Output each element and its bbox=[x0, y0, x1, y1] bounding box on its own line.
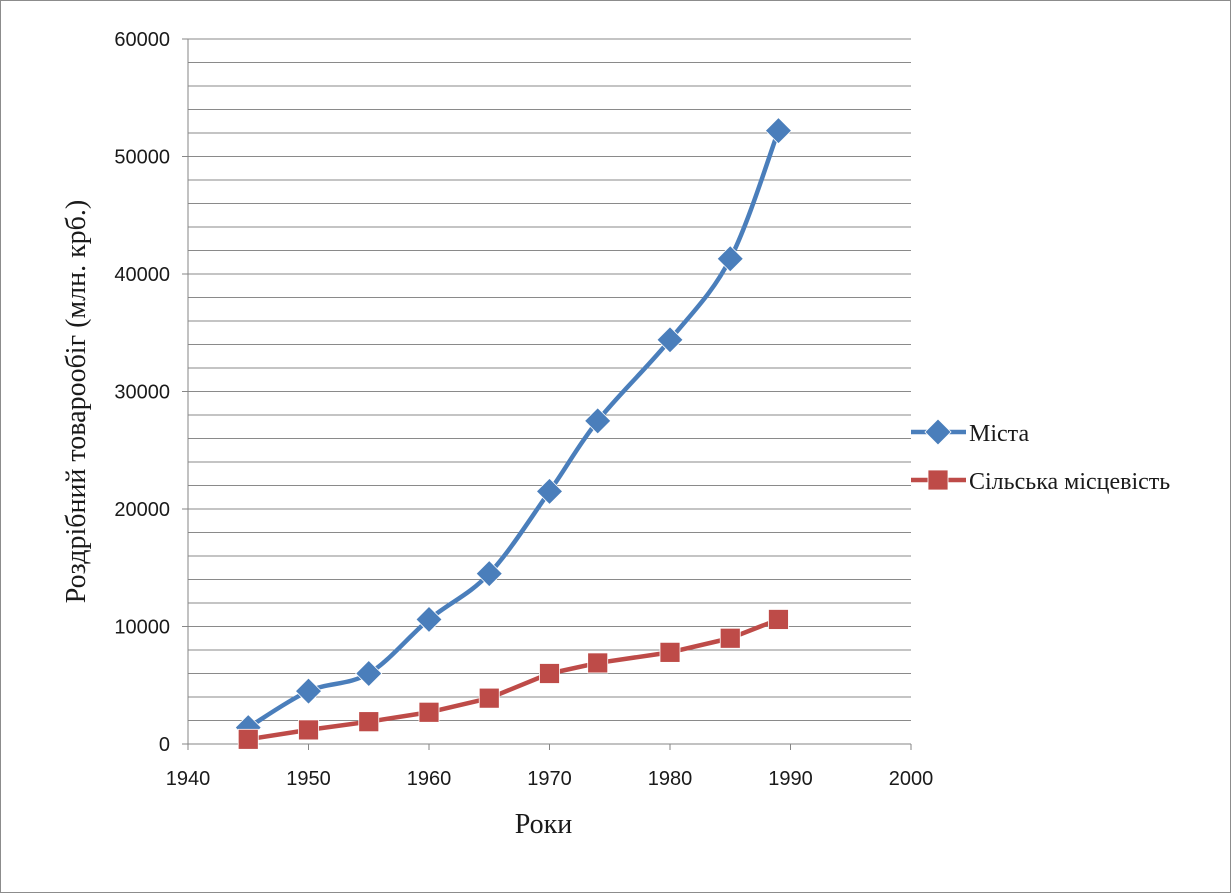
data-point bbox=[475, 560, 503, 588]
series-line bbox=[246, 617, 781, 742]
legend-label: Міста bbox=[969, 421, 1029, 447]
y-tick-label: 40000 bbox=[114, 264, 170, 286]
x-tick-label: 2000 bbox=[889, 768, 934, 790]
legend-item: Міста bbox=[911, 418, 1029, 447]
data-point bbox=[535, 477, 564, 505]
x-tick-label: 1950 bbox=[286, 768, 331, 790]
y-tick-label: 0 bbox=[159, 734, 170, 756]
legend-label: Сільська місцевість bbox=[969, 469, 1170, 495]
data-point bbox=[764, 117, 793, 145]
y-tick-label: 20000 bbox=[114, 499, 170, 521]
grid-lines bbox=[188, 38, 911, 721]
y-axis-title: Роздрібний товарообіг (млн. крб.) bbox=[61, 200, 92, 603]
legend-item: Сільська місцевість bbox=[911, 469, 1170, 495]
axes bbox=[182, 38, 912, 750]
legend: Міста Сільська місцевість bbox=[911, 418, 1170, 495]
data-point bbox=[355, 659, 383, 688]
y-tick-label: 60000 bbox=[114, 29, 170, 51]
data-point bbox=[237, 728, 259, 750]
series-2 bbox=[237, 609, 789, 750]
x-tick-label: 1960 bbox=[407, 768, 452, 790]
y-tick-label: 30000 bbox=[114, 382, 170, 404]
data-point bbox=[768, 609, 789, 630]
data-point bbox=[358, 711, 380, 733]
x-tick-label: 1940 bbox=[166, 768, 211, 790]
data-point bbox=[659, 641, 681, 663]
data-point bbox=[415, 605, 443, 634]
x-tick-label: 1980 bbox=[648, 768, 693, 790]
x-tick-label: 1990 bbox=[768, 768, 813, 790]
x-tick-label: 1970 bbox=[527, 768, 572, 790]
y-tick-label: 50000 bbox=[114, 147, 170, 169]
data-point bbox=[539, 663, 560, 684]
series-layer bbox=[234, 117, 793, 750]
data-point bbox=[294, 677, 323, 705]
series-line bbox=[246, 128, 781, 730]
x-tick-labels: 1940 1950 1960 1970 1980 1990 2000 bbox=[166, 768, 934, 790]
data-point bbox=[716, 245, 744, 273]
data-point bbox=[584, 407, 612, 435]
series-1 bbox=[234, 117, 793, 742]
x-axis-title: Роки bbox=[515, 809, 572, 840]
y-tick-label: 10000 bbox=[114, 617, 170, 639]
legend-marker bbox=[924, 418, 952, 446]
data-point bbox=[298, 719, 319, 741]
data-point bbox=[418, 701, 440, 723]
data-point bbox=[656, 326, 684, 354]
data-point bbox=[587, 652, 609, 674]
y-tick-labels: 0 10000 20000 30000 40000 50000 60000 bbox=[114, 29, 170, 756]
data-point bbox=[478, 687, 500, 709]
data-point bbox=[719, 627, 741, 649]
legend-marker bbox=[927, 469, 949, 491]
